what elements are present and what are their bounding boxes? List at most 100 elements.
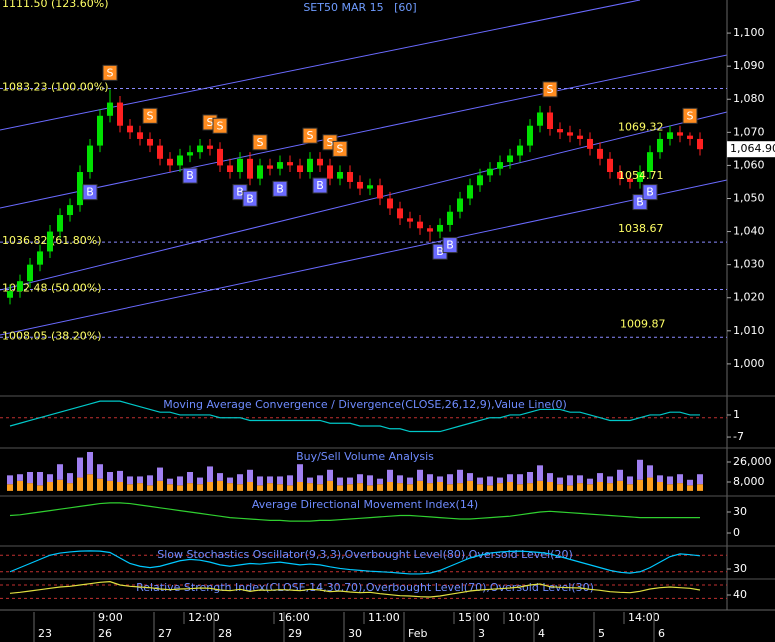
volume-bar: [347, 484, 353, 491]
volume-bar: [617, 469, 623, 481]
signal-label: S: [217, 119, 224, 132]
candle-body: [157, 145, 163, 159]
signal-label: B: [186, 169, 194, 182]
y-tick-label: 1,020: [733, 291, 765, 304]
candle-body: [437, 224, 443, 232]
y-tick-label: 1,010: [733, 324, 765, 337]
candle-body: [37, 251, 43, 265]
volume-bar: [307, 483, 313, 491]
level-label: 1083.23 (100.00%): [2, 81, 109, 94]
y-tick-label: 1,000: [733, 357, 765, 370]
signal-label: S: [337, 142, 344, 155]
signal-box: [82, 184, 98, 201]
x-tick-label: 29: [288, 627, 302, 640]
volume-bar: [407, 477, 413, 485]
indicator-line: [9, 502, 700, 522]
volume-bar: [97, 464, 103, 479]
candle-body: [127, 125, 133, 133]
volume-bar: [267, 483, 273, 491]
price-label: 1054.71: [618, 169, 664, 182]
volume-bar: [287, 475, 293, 486]
volume-bar: [507, 474, 513, 482]
volume-bar: [167, 484, 173, 491]
volume-bar: [227, 483, 233, 491]
candle-body: [637, 172, 643, 182]
panel-title: Moving Average Convergence / Divergence(…: [163, 398, 567, 411]
volume-bar: [237, 484, 243, 491]
y-tick-label: 8,000: [733, 475, 765, 488]
volume-bar: [187, 472, 193, 484]
signal-label: S: [547, 83, 554, 96]
candle-body: [277, 162, 283, 169]
signal-label: B: [246, 192, 254, 205]
x-tick-label: 26: [98, 627, 112, 640]
indicator-line: [9, 400, 700, 433]
y-tick-label: 1,050: [733, 191, 765, 204]
volume-bar: [667, 476, 673, 485]
volume-bar: [637, 479, 643, 491]
volume-bar: [337, 477, 343, 486]
candle-body: [457, 198, 463, 212]
indicator-line: [9, 550, 701, 575]
signal-label: S: [207, 116, 214, 129]
volume-bar: [627, 484, 633, 491]
y-tick-label: 30: [733, 562, 747, 575]
signal-label: S: [107, 66, 114, 79]
volume-bar: [247, 469, 253, 482]
volume-bar: [107, 472, 113, 481]
volume-bar: [297, 464, 303, 482]
volume-bar: [467, 480, 473, 491]
candle-body: [577, 135, 583, 139]
volume-bar: [367, 485, 373, 491]
candle-body: [587, 138, 593, 149]
volume-bar: [197, 484, 203, 491]
signal-box: [302, 127, 318, 144]
volume-bar: [647, 477, 653, 491]
y-tick-label: 1,090: [733, 59, 765, 72]
volume-bar: [337, 485, 343, 491]
volume-bar: [507, 482, 513, 491]
x-tick-label: 28: [218, 627, 232, 640]
candle-body: [367, 185, 373, 189]
signal-box: [212, 117, 228, 134]
volume-bar: [637, 459, 643, 480]
volume-bar: [607, 476, 613, 484]
volume-bar: [87, 474, 93, 491]
volume-bar: [317, 484, 323, 491]
volume-bar: [347, 477, 353, 485]
last-price-box: [727, 141, 775, 158]
x-tick-label: 30: [348, 627, 362, 640]
volume-bar: [177, 485, 183, 491]
x-tick-label: 4: [538, 627, 545, 640]
volume-bar: [487, 476, 493, 486]
candle-body: [427, 228, 433, 232]
volume-bar: [537, 480, 543, 491]
x-time-label: 14:00: [628, 611, 660, 624]
level-label: 1022.48 (50.00%): [2, 282, 102, 295]
volume-bar: [397, 475, 403, 484]
signal-label: B: [646, 186, 654, 199]
signal-box: [102, 64, 118, 81]
volume-bar: [417, 469, 423, 481]
candle-body: [17, 281, 23, 292]
volume-bar: [557, 477, 563, 485]
volume-bar: [17, 480, 23, 491]
volume-bar: [207, 466, 213, 482]
volume-bar: [387, 469, 393, 482]
candle-body: [487, 168, 493, 176]
volume-bar: [137, 483, 143, 491]
volume-bar: [687, 479, 693, 486]
candle-body: [497, 162, 503, 169]
candle-body: [397, 208, 403, 219]
candle-body: [117, 102, 123, 126]
volume-bar: [77, 457, 83, 478]
volume-bar: [427, 483, 433, 491]
y-tick-label: 1,040: [733, 225, 765, 238]
volume-bar: [657, 482, 663, 491]
volume-bar: [187, 483, 193, 491]
volume-bar: [547, 482, 553, 491]
candle-body: [607, 158, 613, 173]
volume-bar: [527, 472, 533, 484]
price-label: 1069.32: [618, 121, 664, 134]
